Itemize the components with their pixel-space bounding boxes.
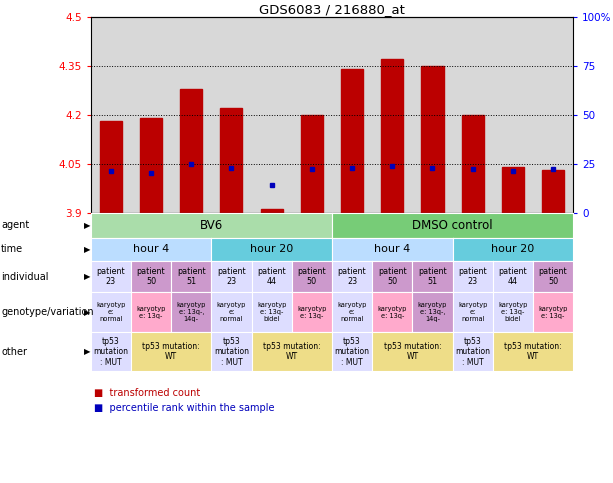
- Text: ■  transformed count: ■ transformed count: [94, 388, 200, 398]
- Text: tp53 mutation:
WT: tp53 mutation: WT: [504, 342, 562, 361]
- Text: karyotyp
e:
normal: karyotyp e: normal: [458, 302, 487, 322]
- Text: karyotyp
e: 13q-: karyotyp e: 13q-: [378, 306, 407, 318]
- Bar: [211, 17, 251, 213]
- Bar: [341, 69, 363, 213]
- Bar: [413, 17, 452, 213]
- Text: tp53
mutation
: MUT: tp53 mutation : MUT: [93, 337, 128, 367]
- Text: patient
51: patient 51: [177, 267, 205, 286]
- Text: ▶: ▶: [84, 347, 90, 356]
- Bar: [221, 108, 243, 213]
- Bar: [542, 170, 564, 213]
- Text: patient
23: patient 23: [459, 267, 487, 286]
- Text: agent: agent: [1, 220, 29, 230]
- Bar: [421, 66, 443, 213]
- Title: GDS6083 / 216880_at: GDS6083 / 216880_at: [259, 3, 405, 16]
- Bar: [292, 17, 332, 213]
- Text: karyotyp
e: 13q-,
14q-: karyotyp e: 13q-, 14q-: [417, 302, 447, 322]
- Text: tp53 mutation:
WT: tp53 mutation: WT: [142, 342, 200, 361]
- Text: hour 4: hour 4: [374, 244, 410, 254]
- Bar: [372, 17, 413, 213]
- Text: other: other: [1, 347, 27, 356]
- Text: patient
50: patient 50: [539, 267, 568, 286]
- Text: ▶: ▶: [84, 272, 90, 281]
- Bar: [171, 17, 211, 213]
- Bar: [140, 118, 162, 213]
- Text: karyotyp
e: 13q-
bidel: karyotyp e: 13q- bidel: [498, 302, 528, 322]
- Bar: [462, 114, 484, 213]
- Text: karyotyp
e: 13q-,
14q-: karyotyp e: 13q-, 14q-: [177, 302, 206, 322]
- Text: ■  percentile rank within the sample: ■ percentile rank within the sample: [94, 403, 274, 412]
- Text: patient
23: patient 23: [338, 267, 367, 286]
- Bar: [261, 209, 283, 213]
- Text: time: time: [1, 244, 23, 254]
- Text: patient
51: patient 51: [418, 267, 447, 286]
- Bar: [91, 17, 131, 213]
- Text: patient
50: patient 50: [378, 267, 406, 286]
- Text: patient
50: patient 50: [297, 267, 326, 286]
- Text: patient
50: patient 50: [137, 267, 166, 286]
- Bar: [533, 17, 573, 213]
- Bar: [180, 88, 202, 213]
- Bar: [332, 17, 372, 213]
- Text: karyotyp
e:
normal: karyotyp e: normal: [96, 302, 126, 322]
- Text: tp53 mutation:
WT: tp53 mutation: WT: [263, 342, 321, 361]
- Text: karyotyp
e: 13q-: karyotyp e: 13q-: [538, 306, 568, 318]
- Text: hour 4: hour 4: [133, 244, 169, 254]
- Text: patient
23: patient 23: [217, 267, 246, 286]
- Text: ▶: ▶: [84, 221, 90, 229]
- Text: tp53
mutation
: MUT: tp53 mutation : MUT: [214, 337, 249, 367]
- Bar: [502, 167, 524, 213]
- Bar: [452, 17, 493, 213]
- Text: individual: individual: [1, 271, 48, 282]
- Text: genotype/variation: genotype/variation: [1, 307, 94, 317]
- Bar: [131, 17, 171, 213]
- Text: BV6: BV6: [200, 219, 223, 231]
- Text: tp53 mutation:
WT: tp53 mutation: WT: [384, 342, 441, 361]
- Text: hour 20: hour 20: [491, 244, 535, 254]
- Text: patient
44: patient 44: [498, 267, 527, 286]
- Text: karyotyp
e:
normal: karyotyp e: normal: [217, 302, 246, 322]
- Text: patient
44: patient 44: [257, 267, 286, 286]
- Text: DMSO control: DMSO control: [412, 219, 493, 231]
- Bar: [251, 17, 292, 213]
- Bar: [493, 17, 533, 213]
- Text: ▶: ▶: [84, 245, 90, 254]
- Bar: [100, 121, 122, 213]
- Text: ▶: ▶: [84, 308, 90, 316]
- Text: patient
23: patient 23: [96, 267, 125, 286]
- Text: karyotyp
e: 13q-: karyotyp e: 13q-: [297, 306, 327, 318]
- Text: tp53
mutation
: MUT: tp53 mutation : MUT: [335, 337, 370, 367]
- Text: karyotyp
e:
normal: karyotyp e: normal: [337, 302, 367, 322]
- Text: karyotyp
e: 13q-: karyotyp e: 13q-: [136, 306, 166, 318]
- Bar: [301, 114, 323, 213]
- Text: hour 20: hour 20: [250, 244, 293, 254]
- Bar: [381, 59, 403, 213]
- Text: tp53
mutation
: MUT: tp53 mutation : MUT: [455, 337, 490, 367]
- Text: karyotyp
e: 13q-
bidel: karyotyp e: 13q- bidel: [257, 302, 286, 322]
